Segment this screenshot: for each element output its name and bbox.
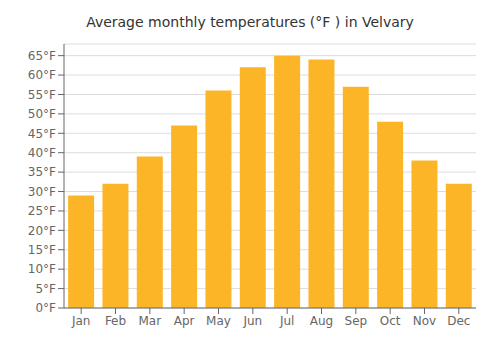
svg-text:Mar: Mar bbox=[139, 314, 162, 328]
svg-text:Jun: Jun bbox=[242, 314, 262, 328]
svg-text:50°F: 50°F bbox=[28, 107, 56, 121]
svg-text:20°F: 20°F bbox=[28, 224, 56, 238]
svg-text:May: May bbox=[206, 314, 231, 328]
svg-text:Jan: Jan bbox=[71, 314, 91, 328]
svg-text:Jul: Jul bbox=[279, 314, 294, 328]
svg-text:5°F: 5°F bbox=[35, 282, 56, 296]
svg-text:45°F: 45°F bbox=[28, 127, 56, 141]
svg-text:0°F: 0°F bbox=[35, 301, 56, 315]
svg-text:55°F: 55°F bbox=[28, 88, 56, 102]
svg-text:10°F: 10°F bbox=[28, 262, 56, 276]
svg-text:Oct: Oct bbox=[380, 314, 401, 328]
svg-text:Sep: Sep bbox=[345, 314, 368, 328]
html-text:Average monthly temperatures (: Average monthly temperatures (°F ) in Ve… bbox=[86, 14, 414, 30]
svg-text:40°F: 40°F bbox=[28, 146, 56, 160]
svg-text:Feb: Feb bbox=[105, 314, 126, 328]
svg-text:35°F: 35°F bbox=[28, 165, 56, 179]
svg-text:Nov: Nov bbox=[413, 314, 436, 328]
svg-text:65°F: 65°F bbox=[28, 49, 56, 63]
svg-text:Dec: Dec bbox=[447, 314, 470, 328]
svg-text:30°F: 30°F bbox=[28, 185, 56, 199]
svg-text:Aug: Aug bbox=[310, 314, 333, 328]
svg-text:25°F: 25°F bbox=[28, 204, 56, 218]
svg-text:60°F: 60°F bbox=[28, 68, 56, 82]
svg-text:Apr: Apr bbox=[174, 314, 195, 328]
svg-text:15°F: 15°F bbox=[28, 243, 56, 257]
